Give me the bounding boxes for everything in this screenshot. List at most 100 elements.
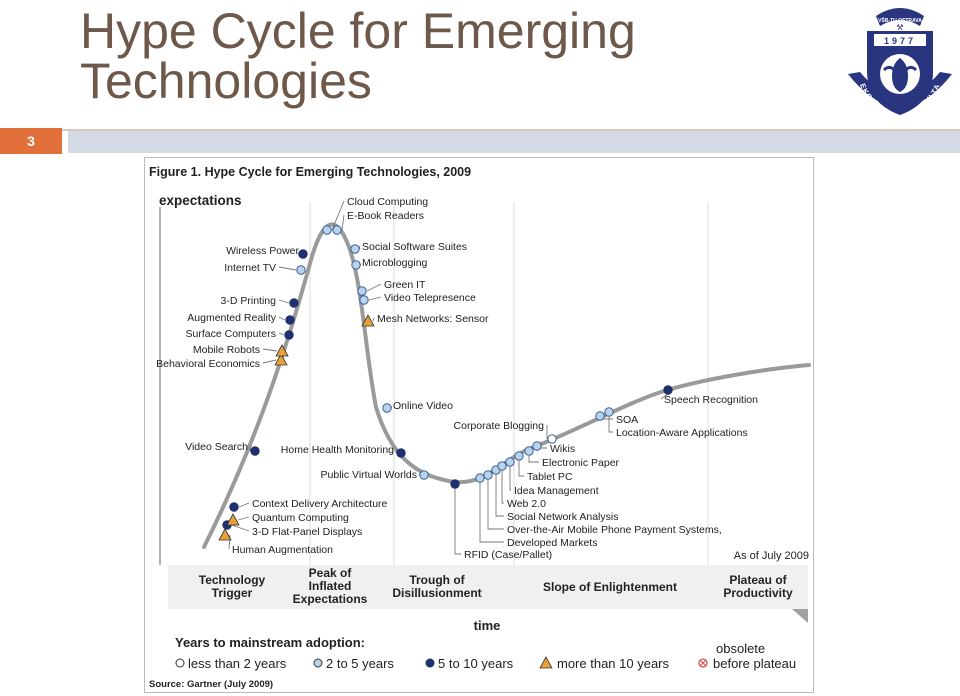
technology-behavioral-economics: Behavioral Economics — [156, 353, 288, 370]
technology-wikis: Wikis — [532, 441, 575, 455]
hype-cycle-figure: Figure 1. Hype Cycle for Emerging Techno… — [144, 157, 814, 693]
y-axis-label: expectations — [159, 193, 242, 208]
leader-line — [231, 524, 250, 532]
technology-microblogging: Microblogging — [351, 257, 428, 270]
light-adoption-marker — [483, 470, 493, 480]
technology-social-software-suites: Social Software Suites — [350, 241, 467, 254]
leader-line — [278, 266, 297, 271]
legend-obsolete-line-1: obsolete — [716, 641, 765, 656]
technology-label: Human Augmentation — [232, 544, 333, 556]
slide-title-line-1: Hype Cycle for Emerging — [80, 3, 636, 59]
header-rule — [62, 129, 960, 131]
technology-video-search: Video Search — [185, 441, 260, 456]
leader-line — [278, 332, 285, 336]
leader-line — [454, 489, 461, 555]
hype-curve — [202, 222, 811, 549]
light-adoption-marker — [419, 470, 429, 480]
leader-line — [479, 483, 504, 543]
technology-public-virtual-worlds: Public Virtual Worlds — [321, 469, 429, 481]
technology-label: Surface Computers — [186, 328, 276, 340]
technology-label: Mobile Robots — [193, 344, 260, 356]
phase-label-1: Technology Trigger — [199, 573, 266, 600]
technology-label: SOA — [616, 414, 638, 426]
technology-green-it: Green IT — [357, 279, 426, 296]
slide-title: Hype Cycle for Emerging Technologies — [80, 6, 800, 106]
technology-surface-computers: Surface Computers — [186, 328, 294, 340]
technology-label: Wireless Power — [226, 245, 299, 257]
leader-line — [528, 456, 539, 463]
light-adoption-marker — [332, 225, 342, 235]
leader-line — [518, 461, 524, 477]
light-adoption-marker — [532, 441, 542, 451]
legend-marker-triangle — [539, 656, 553, 669]
technology-label: E-Book Readers — [347, 210, 424, 222]
light-adoption-marker — [524, 446, 534, 456]
phase-labels: Technology Trigger Peak of Inflated Expectat… — [199, 566, 793, 606]
technology-label: Microblogging — [362, 257, 428, 269]
figure-title: Figure 1. Hype Cycle for Emerging Techno… — [149, 165, 471, 179]
technology-soa: SOA — [595, 411, 638, 426]
dark-adoption-marker — [289, 298, 299, 308]
technology-developed-markets: Developed Markets — [475, 473, 597, 549]
technology-electronic-paper: Electronic Paper — [524, 446, 620, 469]
phase-label-5: Plateau of Productivity — [723, 573, 793, 600]
technology-online-video: Online Video — [382, 400, 453, 413]
legend-marker-light — [313, 658, 323, 668]
technology-label: Web 2.0 — [507, 498, 546, 510]
light-adoption-marker — [514, 451, 524, 461]
technology-augmented-reality: Augmented Reality — [187, 312, 295, 325]
leader-line — [395, 448, 398, 454]
technology-context-delivery-architecture: Context Delivery Architecture — [229, 498, 388, 512]
leader-line — [368, 296, 382, 301]
light-adoption-marker — [497, 461, 507, 471]
technology-label: Video Telepresence — [384, 292, 476, 304]
technology-label: Internet TV — [224, 262, 276, 274]
technology-internet-tv: Internet TV — [224, 262, 306, 275]
technology-3-d-printing: 3-D Printing — [221, 295, 299, 308]
technology-label: Context Delivery Architecture — [252, 498, 388, 510]
technology-label: Cloud Computing — [347, 196, 428, 208]
legend-marker-dark — [425, 658, 435, 668]
phase-label-3: Trough of Disillusionment — [392, 573, 481, 600]
leader-line — [366, 283, 382, 292]
technology-label: Idea Management — [514, 485, 599, 497]
white-adoption-marker — [547, 434, 557, 444]
technology-human-augmentation: Human Augmentation — [218, 528, 333, 556]
leader-line — [358, 245, 361, 250]
technology-wireless-power: Wireless Power — [226, 245, 308, 259]
leader-line — [238, 502, 250, 508]
technology-label: Social Software Suites — [362, 241, 467, 253]
legend-item-3: 5 to 10 years — [438, 656, 514, 671]
technology-corporate-blogging: Corporate Blogging — [454, 420, 557, 444]
dark-adoption-marker — [396, 448, 406, 458]
technology-label: Social Network Analysis — [507, 511, 618, 523]
dark-adoption-marker — [285, 315, 295, 325]
light-adoption-marker — [322, 225, 332, 235]
technology-quantum-computing: Quantum Computing — [226, 512, 349, 526]
leader-line — [237, 516, 250, 521]
phase-band — [168, 565, 808, 623]
leader-line — [495, 475, 504, 517]
technology-mesh-networks-sensor: Mesh Networks: Sensor — [361, 313, 489, 327]
leader-line — [501, 471, 504, 504]
dark-adoption-marker — [298, 249, 308, 259]
dark-adoption-marker — [229, 502, 239, 512]
technology-label: Online Video — [393, 400, 453, 412]
leader-line — [608, 417, 613, 433]
technology-label: Location-Aware Applications — [616, 427, 748, 439]
x-axis-label: time — [474, 618, 501, 633]
technology-markers: Human Augmentation 3-D Flat-Panel Display… — [156, 196, 758, 561]
more-than-10-years-marker — [274, 353, 288, 366]
as-of-label: As of July 2009 — [734, 550, 809, 562]
legend-item-2: 2 to 5 years — [326, 656, 394, 671]
leader-line — [372, 317, 375, 322]
legend-obsolete-line-2: before plateau — [713, 656, 796, 671]
light-adoption-marker — [595, 411, 605, 421]
technology-web-2-0: Web 2.0 — [497, 461, 546, 510]
light-adoption-marker — [475, 473, 485, 483]
light-adoption-marker — [351, 260, 361, 270]
technology-label: Home Health Monitoring — [281, 444, 394, 456]
dark-adoption-marker — [250, 446, 260, 456]
technology-label: Green IT — [384, 279, 426, 291]
technology-label: Over-the-Air Mobile Phone Payment System… — [507, 524, 722, 536]
